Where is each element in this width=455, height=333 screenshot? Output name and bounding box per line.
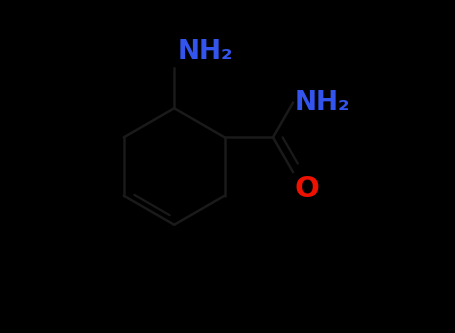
Text: NH₂: NH₂ [295, 90, 350, 116]
Text: NH₂: NH₂ [177, 39, 233, 65]
Text: O: O [295, 175, 319, 203]
